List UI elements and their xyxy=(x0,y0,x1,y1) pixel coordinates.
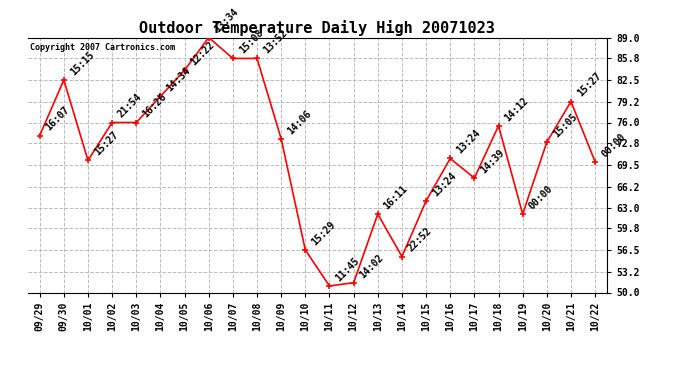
Text: 14:12: 14:12 xyxy=(503,95,531,123)
Text: 14:34: 14:34 xyxy=(165,66,193,94)
Text: 00:00: 00:00 xyxy=(600,131,627,159)
Text: 12:22: 12:22 xyxy=(189,40,217,68)
Text: 14:02: 14:02 xyxy=(358,252,386,280)
Text: 13:34: 13:34 xyxy=(213,7,241,35)
Text: 13:24: 13:24 xyxy=(431,170,458,198)
Text: 13:24: 13:24 xyxy=(455,128,482,156)
Text: 11:45: 11:45 xyxy=(334,255,362,283)
Text: 15:08: 15:08 xyxy=(237,28,265,56)
Text: 15:27: 15:27 xyxy=(575,71,603,99)
Text: 13:52: 13:52 xyxy=(262,28,289,56)
Text: 16:11: 16:11 xyxy=(382,183,410,211)
Text: 16:26: 16:26 xyxy=(141,92,168,120)
Text: 16:07: 16:07 xyxy=(44,105,72,133)
Text: 15:05: 15:05 xyxy=(551,111,579,140)
Text: 21:54: 21:54 xyxy=(117,92,144,120)
Text: 22:52: 22:52 xyxy=(406,226,434,254)
Text: 15:29: 15:29 xyxy=(310,219,337,247)
Text: 00:00: 00:00 xyxy=(527,183,555,211)
Text: 14:06: 14:06 xyxy=(286,108,313,136)
Text: 14:39: 14:39 xyxy=(479,147,506,175)
Title: Outdoor Temperature Daily High 20071023: Outdoor Temperature Daily High 20071023 xyxy=(139,20,495,36)
Text: 15:27: 15:27 xyxy=(92,130,120,158)
Text: 15:15: 15:15 xyxy=(68,50,96,77)
Text: Copyright 2007 Cartronics.com: Copyright 2007 Cartronics.com xyxy=(30,43,175,52)
